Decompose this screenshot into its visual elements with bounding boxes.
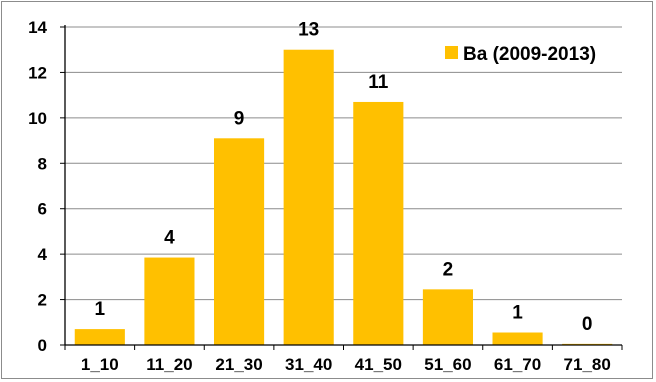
x-tick-label: 21_30 [215,355,262,374]
data-label: 2 [443,259,454,280]
y-tick-label: 10 [28,109,47,128]
data-label: 1 [512,303,523,324]
data-label: 0 [582,314,593,335]
data-label: 4 [164,228,175,249]
x-tick-label: 41_50 [355,355,402,374]
y-tick-label: 8 [38,154,47,173]
data-label: 9 [234,108,245,129]
y-tick-label: 14 [28,18,47,37]
x-tick-label: 61_70 [494,355,541,374]
legend: Ba (2009-2013) [445,44,596,65]
bar [353,101,404,345]
x-tick-label: 51_60 [424,355,471,374]
bar [74,329,125,345]
x-tick-label: 11_20 [146,355,192,374]
bar [492,332,543,345]
data-label: 1 [95,299,106,320]
bars [74,49,613,345]
bar [144,257,195,345]
data-label: 11 [368,72,389,93]
legend-swatch [445,46,458,59]
data-labels: 1 4 9 13 11 2 1 0 [95,20,593,335]
x-tick-label: 1_10 [81,355,119,374]
x-tick-label: 31_40 [285,355,332,374]
data-label: 13 [298,20,319,41]
y-tick-label: 0 [38,336,47,355]
bar [213,138,265,345]
y-tick-label: 2 [38,291,47,310]
y-tick-label: 12 [28,63,47,82]
legend-label: Ba (2009-2013) [463,44,596,65]
x-tick-label: 71_80 [564,355,611,374]
y-tick-label: 4 [38,245,48,264]
y-tick-label: 6 [38,200,47,219]
bar [422,289,474,345]
bar [283,49,334,345]
